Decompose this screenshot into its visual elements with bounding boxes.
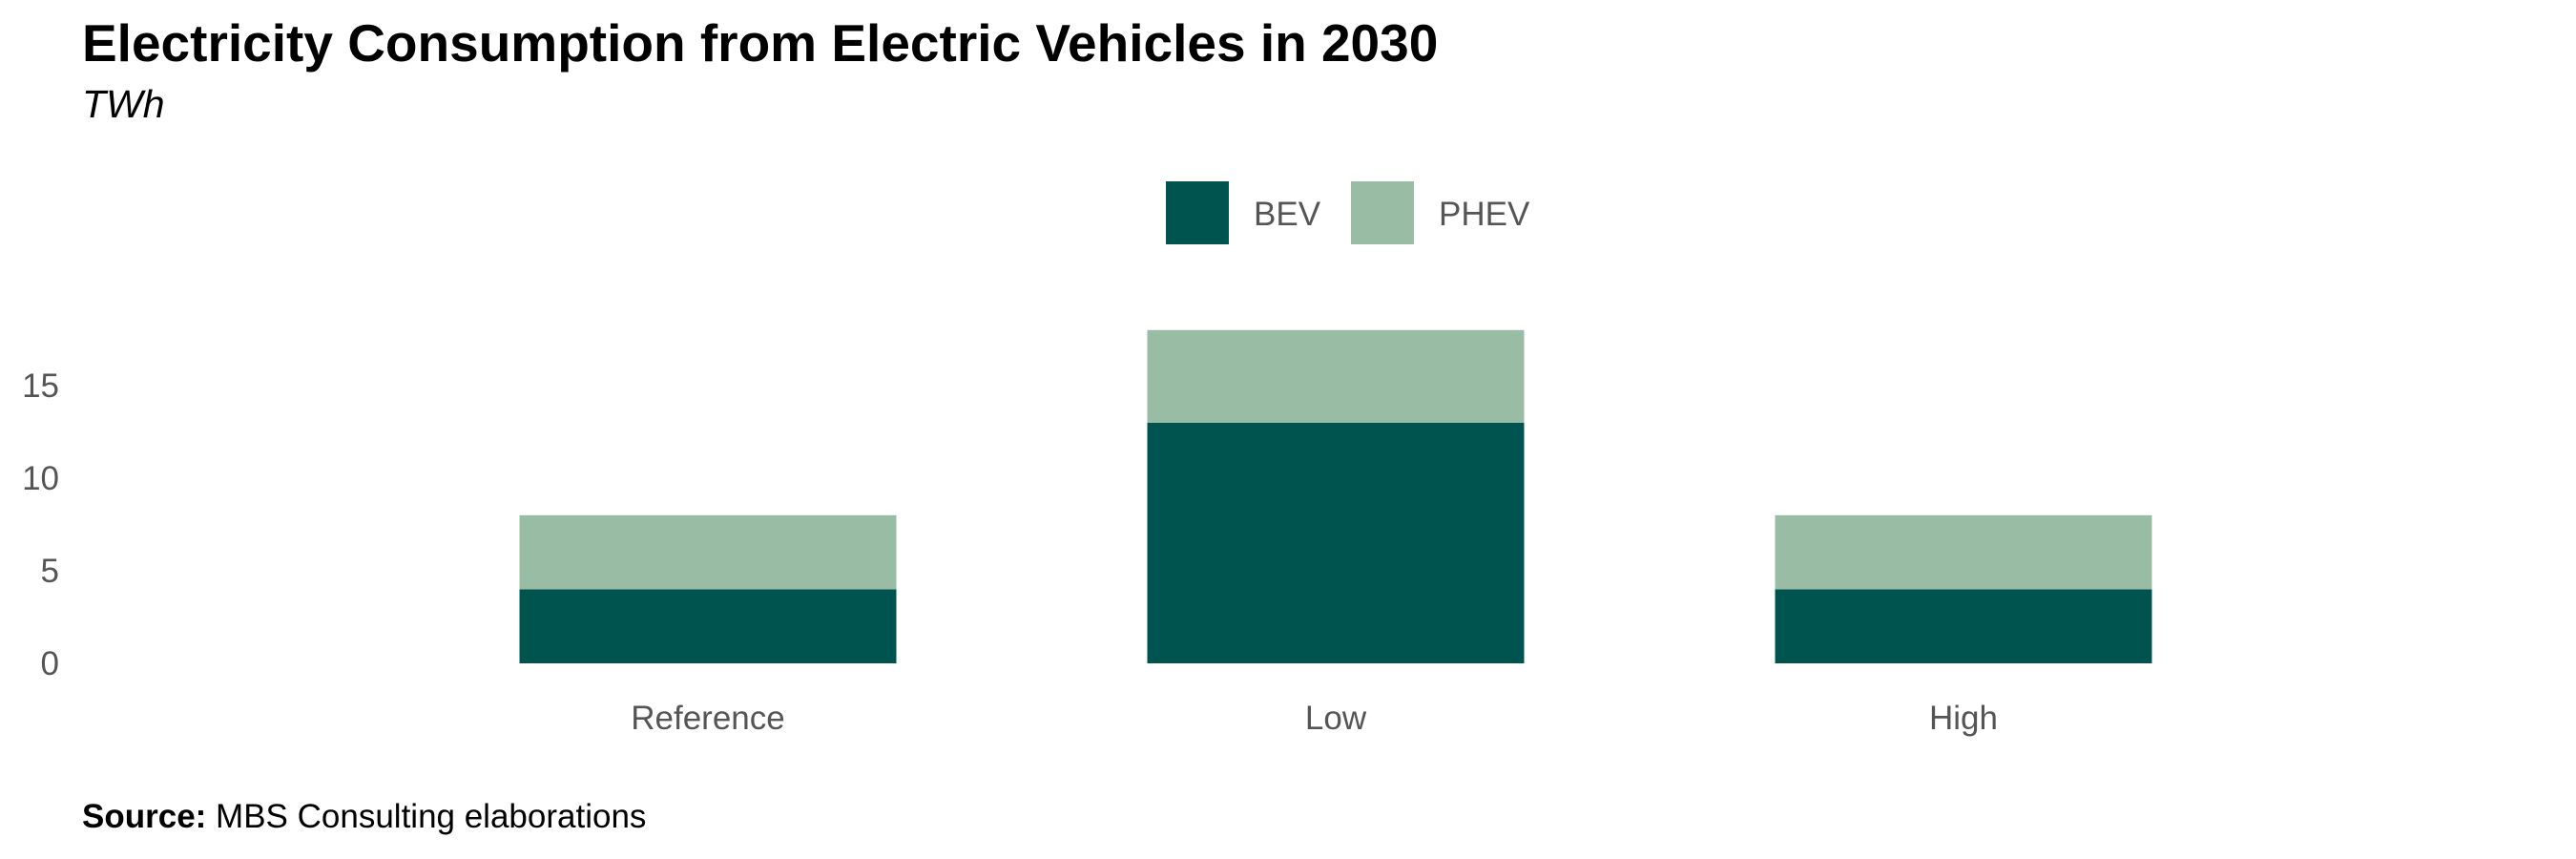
- chart-title: Electricity Consumption from Electric Ve…: [82, 13, 1439, 73]
- legend-label: PHEV: [1439, 196, 1530, 233]
- legend: BEV PHEV: [1166, 181, 1530, 244]
- bar-phev: [1147, 329, 1525, 423]
- y-tick-label: 5: [41, 553, 59, 590]
- y-tick-label: 10: [22, 460, 59, 497]
- chart-svg: BEV PHEV 0 5 10 15 Reference Low High: [22, 181, 2152, 737]
- source-text: MBS Consulting elaborations: [216, 798, 647, 835]
- bars: [519, 329, 2152, 663]
- legend-swatch-bev: [1166, 181, 1229, 244]
- chart-subtitle: TWh: [82, 82, 165, 126]
- bar-phev: [1775, 514, 2152, 590]
- legend-label: BEV: [1254, 196, 1321, 233]
- legend-swatch-phev: [1351, 181, 1414, 244]
- bar-bev: [1775, 589, 2152, 663]
- x-category-label: High: [1929, 700, 1998, 737]
- source-note: Source: MBS Consulting elaborations: [82, 796, 646, 838]
- bar-phev: [519, 514, 897, 590]
- bar-bev: [1147, 422, 1525, 663]
- x-category-label: Reference: [631, 700, 784, 737]
- y-axis: 0 5 10 15: [22, 367, 59, 682]
- bar-bev: [519, 589, 897, 663]
- x-category-label: Low: [1305, 700, 1367, 737]
- x-axis: Reference Low High: [631, 700, 1998, 737]
- y-tick-label: 0: [41, 645, 59, 682]
- y-tick-label: 15: [22, 367, 59, 405]
- source-label: Source:: [82, 798, 207, 835]
